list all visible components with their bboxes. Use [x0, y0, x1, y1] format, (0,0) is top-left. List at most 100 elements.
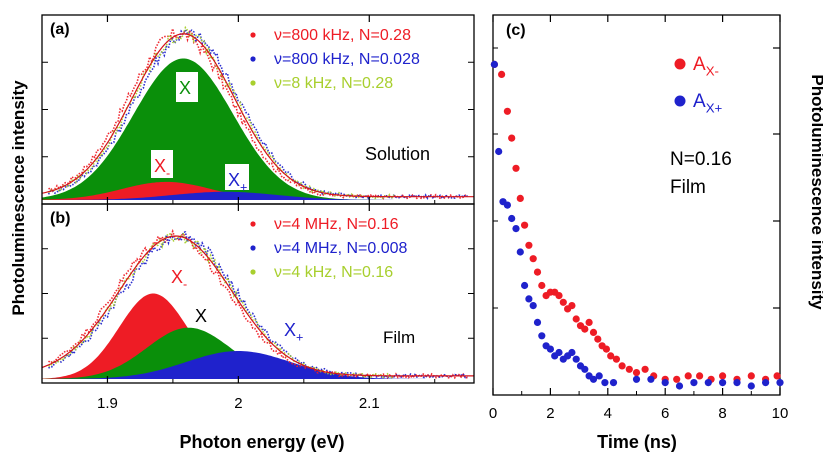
data-point-ax-minus: [568, 302, 576, 310]
x-tick-label: 2.1: [359, 395, 380, 412]
data-point-ax-minus: [555, 292, 563, 300]
data-series-b-0: [48, 228, 468, 380]
legend-label: ν=800 kHz, N=0.028: [274, 51, 420, 68]
data-point-ax-plus: [601, 379, 609, 387]
component-label-a: X: [179, 78, 191, 98]
data-point-ax-minus: [572, 315, 580, 323]
data-point-ax-plus: [661, 379, 669, 387]
data-point-ax-plus: [589, 375, 598, 383]
data-point-ax-plus: [719, 379, 727, 387]
peak-area-b-2: [42, 351, 474, 379]
x-tick-label: 0: [489, 405, 497, 422]
component-label-box: [225, 164, 249, 190]
data-point-ax-plus: [508, 214, 516, 223]
x-tick-label: 2: [546, 405, 554, 422]
data-point-ax-plus: [538, 332, 546, 340]
legend-marker: [674, 58, 686, 70]
fit-curve-b: [41, 235, 474, 377]
data-point-ax-plus: [595, 372, 603, 380]
data-point-ax-minus: [589, 328, 598, 336]
data-point-ax-plus: [521, 281, 529, 290]
data-point-ax-minus: [641, 365, 649, 373]
data-point-ax-plus: [516, 248, 524, 256]
data-point-ax-plus: [733, 379, 741, 387]
panel-note-b: Film: [383, 328, 415, 347]
x-tick-label: 10: [772, 405, 789, 422]
data-point-ax-plus: [512, 225, 520, 233]
panel-note-a: Solution: [365, 144, 430, 164]
left-x-axis-label: Photon energy (eV): [179, 432, 344, 452]
legend-marker: [250, 56, 256, 62]
x-tick-label: 2: [234, 395, 242, 412]
data-point-ax-minus: [773, 372, 781, 380]
data-point-ax-plus: [568, 348, 576, 357]
data-point-ax-minus: [521, 221, 529, 229]
data-point-ax-minus: [625, 365, 633, 373]
peak-area-b-1: [42, 327, 474, 379]
data-series-a-2: [47, 25, 395, 201]
data-point-ax-plus: [647, 375, 655, 383]
right-x-axis-label: Time (ns): [597, 432, 677, 452]
data-point-ax-minus: [559, 298, 567, 306]
legend-label-sub: X+: [706, 101, 723, 116]
x-tick-label: 6: [661, 405, 669, 422]
data-point-ax-minus: [673, 375, 681, 383]
data-point-ax-plus: [690, 379, 698, 387]
data-point-ax-plus: [747, 382, 755, 390]
data-point-ax-minus: [618, 362, 626, 370]
data-point-ax-plus: [546, 345, 555, 353]
data-point-ax-plus: [762, 379, 770, 387]
data-point-ax-minus: [585, 318, 593, 326]
component-label-a-base: X: [154, 156, 166, 176]
data-point-ax-plus: [609, 379, 618, 387]
panel-b: 1.9 2 2.1 (b) ν=4 MHz, N=0.16 ν=4 MHz, N=0.00…: [41, 203, 475, 412]
component-label-b-base: X: [284, 320, 296, 340]
data-point-ax-minus: [612, 355, 621, 363]
peak-area-a-1: [42, 181, 474, 200]
component-label-a: X-: [154, 156, 170, 180]
panel-a: (a) ν=800 kHz, N=0.28 ν=800 kHz, N=0.028 ν=…: [41, 14, 475, 205]
data-point-ax-minus: [602, 345, 611, 353]
component-label-b-base: X: [195, 306, 207, 326]
legend-marker: [674, 95, 686, 107]
legend-marker: [250, 32, 256, 38]
legend-marker: [250, 269, 256, 275]
panel-note-c: Film: [670, 177, 706, 198]
component-label-b: X+: [284, 320, 303, 344]
peak-area-a-0: [42, 58, 474, 200]
data-point-ax-minus: [529, 255, 537, 263]
panel-label-c: (c): [506, 22, 526, 39]
x-tick-label: 8: [718, 405, 726, 422]
legend-label: ν=4 MHz, N=0.008: [274, 240, 408, 257]
data-point-ax-minus: [516, 194, 524, 202]
data-point-ax-minus: [632, 369, 641, 377]
component-label-a: X+: [228, 170, 247, 194]
data-point-ax-plus: [572, 355, 580, 363]
data-point-ax-plus: [490, 60, 498, 68]
data-point-ax-minus: [538, 281, 546, 290]
data-point-ax-plus: [675, 382, 684, 390]
data-point-ax-plus: [581, 365, 589, 373]
data-point-ax-minus: [525, 241, 533, 249]
data-point-ax-plus: [525, 295, 533, 303]
component-label-box: [151, 150, 173, 178]
component-label-a-sub: +: [240, 180, 247, 194]
component-label-b: X: [195, 306, 207, 326]
data-point-ax-minus: [581, 325, 589, 333]
x-tick-label: 1.9: [97, 395, 118, 412]
data-point-ax-minus: [696, 372, 704, 380]
data-point-ax-minus: [533, 268, 542, 276]
panel-label-b: (b): [50, 210, 70, 227]
data-point-ax-minus: [498, 70, 506, 78]
legend-label: ν=4 kHz, N=0.16: [274, 264, 393, 281]
data-point-ax-minus: [684, 372, 692, 380]
data-point-ax-minus: [607, 352, 615, 360]
legend-label-sub: X-: [706, 64, 719, 79]
left-y-axis-label: Photoluminescence intensity: [9, 80, 28, 316]
data-point-ax-minus: [719, 372, 727, 380]
data-point-ax-plus: [529, 302, 537, 310]
data-point-ax-minus: [508, 134, 516, 142]
data-point-ax-plus: [503, 201, 511, 209]
